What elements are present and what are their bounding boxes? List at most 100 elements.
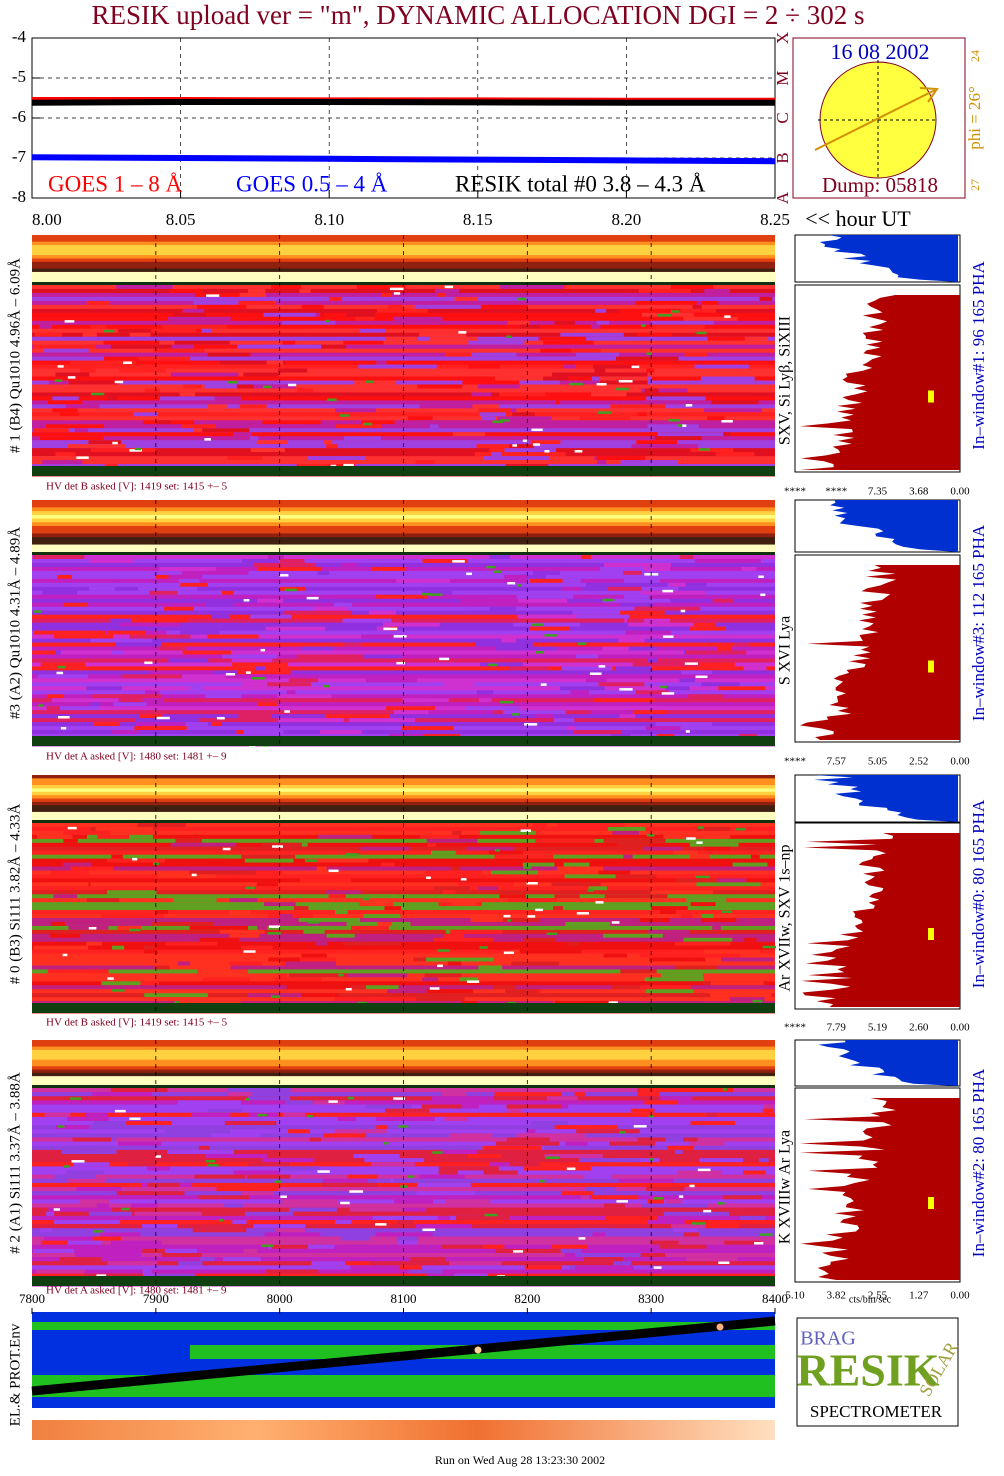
spectrogram-cell bbox=[262, 420, 321, 425]
spectrogram-cell bbox=[615, 702, 643, 707]
spectrogram-cell bbox=[553, 906, 563, 911]
spectrogram-cell bbox=[659, 910, 677, 915]
pha-histogram bbox=[803, 1040, 958, 1086]
spectrogram-cell bbox=[590, 710, 646, 715]
spectrogram-cell bbox=[261, 1253, 317, 1258]
spectrogram-cell bbox=[557, 866, 604, 871]
spectrogram-cell bbox=[375, 1116, 435, 1121]
spectrogram-cell bbox=[250, 614, 292, 619]
spectrogram-cell bbox=[573, 730, 622, 735]
spectrogram-cell bbox=[328, 894, 346, 899]
spectrogram-dash bbox=[678, 1195, 684, 1198]
sun-arrow bbox=[814, 89, 936, 151]
spectrogram-cell bbox=[199, 937, 240, 942]
spectrogram-cell bbox=[468, 340, 525, 345]
spectrogram-cell bbox=[483, 1244, 505, 1249]
spectrogram-cell bbox=[176, 722, 209, 727]
spectrogram-cell bbox=[759, 296, 773, 301]
spectrogram-dash bbox=[421, 592, 431, 596]
flare-class-label: C bbox=[773, 112, 792, 123]
spectrogram-cell bbox=[200, 328, 212, 333]
spectrogram-cell bbox=[340, 1236, 371, 1241]
spectrogram-cell bbox=[335, 408, 377, 413]
spectrogram-cell bbox=[371, 823, 430, 827]
spectrogram-dash bbox=[393, 1097, 406, 1100]
spectrogram-dash bbox=[304, 859, 317, 862]
spectrogram-cell bbox=[293, 906, 309, 911]
spectrogram-cell bbox=[604, 1203, 625, 1208]
spectrogram-cell bbox=[244, 1211, 294, 1216]
spectrogram-dash bbox=[531, 428, 543, 432]
spectrogram-cell bbox=[297, 937, 324, 942]
spectrogram-cell bbox=[107, 296, 169, 301]
spectrogram-row bbox=[32, 882, 775, 887]
spectrogram-cell bbox=[637, 412, 647, 417]
spectrogram-cell bbox=[511, 961, 560, 966]
spectrogram-row bbox=[32, 1228, 775, 1233]
spectrogram-cell bbox=[114, 1108, 156, 1113]
spectrogram-cell bbox=[301, 993, 339, 998]
spectrogram-cell bbox=[57, 574, 73, 579]
spectrogram-cell bbox=[79, 1199, 111, 1204]
spectrogram-cell bbox=[279, 558, 305, 563]
spectrogram-cell bbox=[416, 1125, 433, 1130]
spectrogram-cell bbox=[690, 448, 734, 453]
spectrogram-dash bbox=[33, 610, 42, 613]
strip-row bbox=[32, 278, 775, 283]
spectrum-scale-label: 0.00 bbox=[950, 1022, 970, 1034]
spectrogram-dash bbox=[512, 713, 520, 716]
spectrogram-cell bbox=[257, 566, 321, 571]
spectrogram-cell bbox=[376, 308, 428, 313]
spectrogram-dash bbox=[526, 882, 538, 885]
spectrogram-cell bbox=[142, 698, 164, 703]
spectrogram-cell bbox=[142, 1273, 195, 1278]
spectrogram-cell bbox=[635, 300, 697, 305]
spectrogram-cell bbox=[619, 714, 636, 719]
spectrogram-cell bbox=[602, 858, 626, 863]
spectrogram-dash bbox=[111, 989, 125, 992]
spectrogram-cell bbox=[321, 312, 376, 317]
spectrogram-cell bbox=[365, 894, 396, 899]
spectrogram-cell bbox=[628, 646, 658, 651]
spectrogram-dash bbox=[458, 331, 467, 334]
spectrogram-cell bbox=[194, 1174, 246, 1179]
spectrogram-cell bbox=[224, 1203, 243, 1208]
spectrogram-cell bbox=[470, 918, 504, 922]
spectrogram-cell bbox=[240, 945, 273, 950]
spectrogram-cell bbox=[275, 614, 321, 619]
spectrogram-cell bbox=[472, 404, 499, 409]
spectrogram-cell bbox=[32, 344, 97, 349]
spectrogram-cell bbox=[182, 570, 249, 575]
spectrogram-cell bbox=[272, 886, 336, 891]
spectrogram-cell bbox=[532, 823, 547, 827]
spectrogram-cell bbox=[129, 634, 191, 639]
spectrogram-cell bbox=[38, 324, 53, 329]
spectrogram-dash bbox=[339, 414, 349, 417]
spectrogram-cell bbox=[174, 340, 230, 345]
spectrogram-cell bbox=[634, 606, 701, 611]
spectrogram-cell bbox=[504, 574, 527, 579]
x-axis-label: << hour UT bbox=[805, 206, 911, 231]
spectrogram-cell bbox=[376, 1125, 388, 1130]
spectrogram-cell bbox=[421, 1104, 467, 1109]
spectrogram-cell bbox=[667, 1145, 695, 1150]
spectrogram-dash bbox=[762, 945, 777, 949]
spectrogram-dash bbox=[503, 951, 514, 955]
strip-row bbox=[32, 526, 775, 531]
spectrogram-cell bbox=[177, 1100, 241, 1105]
spectrogram-cell bbox=[689, 412, 744, 417]
spectrogram-cell bbox=[530, 1121, 569, 1126]
spectrogram-cell bbox=[167, 918, 227, 922]
spectrogram-cell bbox=[335, 910, 348, 915]
spectrogram-cell bbox=[193, 344, 238, 349]
spectrogram-cell bbox=[575, 352, 620, 357]
spectrogram-dash bbox=[544, 450, 550, 453]
spectrogram-cell bbox=[683, 316, 738, 321]
spectrogram-cell bbox=[99, 1232, 141, 1237]
spectrogram-cell bbox=[180, 582, 208, 587]
spectrogram-cell bbox=[281, 1199, 338, 1204]
spectrogram-cell bbox=[248, 288, 266, 293]
spectrogram-cell bbox=[479, 662, 524, 667]
spectrogram-cell bbox=[86, 941, 102, 946]
spectrogram-dash bbox=[206, 294, 220, 297]
